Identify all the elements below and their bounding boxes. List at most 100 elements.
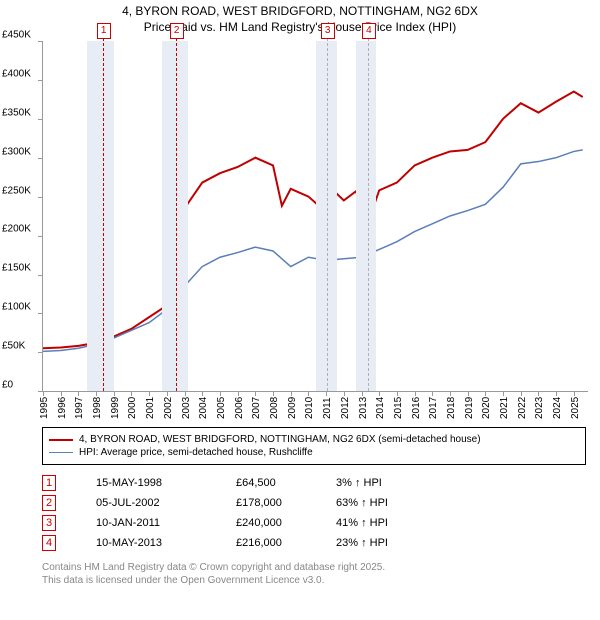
- y-axis-label: £350K: [2, 107, 31, 118]
- table-row: 3 10-JAN-2011£240,00041% ↑ HPI: [42, 515, 600, 531]
- title-line-2: Price paid vs. HM Land Registry's House …: [144, 20, 456, 34]
- x-tick: [149, 391, 150, 396]
- marker-badge: 4: [362, 23, 376, 39]
- x-tick: [485, 391, 486, 396]
- license-footnote: Contains HM Land Registry data © Crown c…: [42, 561, 600, 587]
- marker-line: [176, 23, 177, 391]
- legend-label: HPI: Average price, semi-detached house,…: [79, 447, 313, 458]
- x-tick: [468, 391, 469, 396]
- footnote-line-2: This data is licensed under the Open Gov…: [42, 575, 324, 586]
- y-tick: [38, 80, 43, 81]
- x-tick: [308, 391, 309, 396]
- x-axis-label: 2019: [464, 397, 475, 419]
- x-tick: [43, 391, 44, 396]
- highlight-band: [356, 41, 375, 391]
- row-pct: 23% ↑ HPI: [336, 537, 446, 549]
- x-tick: [362, 391, 363, 396]
- chart-plot-area: 1234199519961997199819992000200120022003…: [42, 41, 588, 392]
- x-tick: [96, 391, 97, 396]
- x-axis-label: 2010: [304, 397, 315, 419]
- y-axis-label: £200K: [2, 224, 31, 235]
- row-price: £216,000: [236, 537, 336, 549]
- x-tick: [574, 391, 575, 396]
- x-axis-label: 2005: [216, 397, 227, 419]
- x-axis-label: 2002: [163, 397, 174, 419]
- row-date: 10-JAN-2011: [96, 517, 236, 529]
- x-axis-label: 2022: [517, 397, 528, 419]
- row-price: £240,000: [236, 517, 336, 529]
- x-tick: [344, 391, 345, 396]
- x-axis-label: 2020: [481, 397, 492, 419]
- x-tick: [185, 391, 186, 396]
- x-tick: [238, 391, 239, 396]
- x-axis-label: 2003: [181, 397, 192, 419]
- y-axis-label: £400K: [2, 68, 31, 79]
- x-axis-label: 2023: [534, 397, 545, 419]
- chart-legend: 4, BYRON ROAD, WEST BRIDGFORD, NOTTINGHA…: [42, 427, 586, 465]
- x-tick: [450, 391, 451, 396]
- x-tick: [273, 391, 274, 396]
- row-pct: 41% ↑ HPI: [336, 517, 446, 529]
- y-tick: [38, 41, 43, 42]
- x-tick: [503, 391, 504, 396]
- x-axis-label: 2011: [322, 398, 333, 420]
- chart-container: 4, BYRON ROAD, WEST BRIDGFORD, NOTTINGHA…: [0, 0, 600, 620]
- legend-swatch: [49, 452, 73, 453]
- table-row: 205-JUL-2002£178,00063% ↑ HPI: [42, 495, 600, 511]
- x-tick: [167, 391, 168, 396]
- x-axis-label: 2021: [499, 397, 510, 419]
- x-axis-label: 2025: [570, 397, 581, 419]
- series-line-price_paid: [43, 92, 583, 349]
- x-axis-label: 1997: [74, 397, 85, 419]
- x-axis-label: 1999: [110, 397, 121, 419]
- chart-title: 4, BYRON ROAD, WEST BRIDGFORD, NOTTINGHA…: [0, 0, 600, 35]
- row-date: 10-MAY-2013: [96, 537, 236, 549]
- transactions-table: 115-MAY-1998£64,5003% ↑ HPI205-JUL-2002£…: [42, 475, 600, 551]
- x-tick: [202, 391, 203, 396]
- marker-badge: 2: [170, 23, 184, 39]
- marker-line: [103, 23, 104, 391]
- x-axis-label: 2012: [340, 397, 351, 419]
- row-badge: 3: [42, 515, 56, 531]
- y-tick: [38, 197, 43, 198]
- y-axis-label: £150K: [2, 263, 31, 274]
- x-axis-label: 2013: [358, 397, 369, 419]
- x-tick: [521, 391, 522, 396]
- x-axis-label: 2008: [269, 397, 280, 419]
- y-axis-label: £450K: [2, 30, 31, 41]
- y-tick: [38, 275, 43, 276]
- x-tick: [61, 391, 62, 396]
- legend-row: HPI: Average price, semi-detached house,…: [49, 447, 579, 458]
- x-axis-label: 2014: [375, 397, 386, 419]
- x-axis-label: 2017: [428, 397, 439, 419]
- y-tick: [38, 352, 43, 353]
- row-date: 05-JUL-2002: [96, 497, 236, 509]
- y-tick: [38, 119, 43, 120]
- x-axis-label: 2000: [127, 397, 138, 419]
- marker-badge: 1: [97, 23, 111, 39]
- y-axis-label: £0: [2, 380, 13, 391]
- y-axis-label: £250K: [2, 185, 31, 196]
- row-badge: 1: [42, 475, 56, 491]
- x-tick: [291, 391, 292, 396]
- x-tick: [538, 391, 539, 396]
- x-axis-label: 2015: [393, 397, 404, 419]
- table-row: 4 10-MAY-2013£216,00023% ↑ HPI: [42, 535, 600, 551]
- row-badge: 2: [42, 495, 56, 511]
- x-tick: [78, 391, 79, 396]
- x-tick: [326, 391, 327, 396]
- marker-line: [368, 23, 369, 391]
- marker-badge: 3: [321, 23, 335, 39]
- x-tick: [432, 391, 433, 396]
- row-badge: 4: [42, 535, 56, 551]
- table-row: 115-MAY-1998£64,5003% ↑ HPI: [42, 475, 600, 491]
- x-tick: [131, 391, 132, 396]
- x-axis-label: 2016: [411, 397, 422, 419]
- y-tick: [38, 313, 43, 314]
- x-tick: [397, 391, 398, 396]
- x-axis-label: 2004: [198, 397, 209, 419]
- x-axis-label: 1996: [57, 397, 68, 419]
- legend-swatch: [49, 439, 73, 441]
- y-axis-label: £100K: [2, 302, 31, 313]
- row-pct: 63% ↑ HPI: [336, 497, 446, 509]
